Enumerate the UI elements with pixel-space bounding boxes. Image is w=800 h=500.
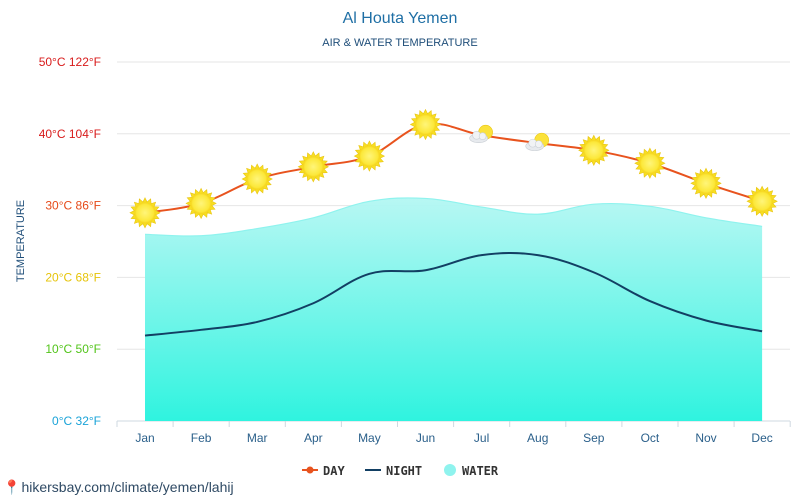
- water-line: [144, 197, 763, 237]
- x-tick-label: Aug: [527, 431, 548, 445]
- sun-disc: [302, 156, 324, 178]
- y-tick-label: 30°C 86°F: [45, 199, 101, 213]
- y-tick-label: 0°C 32°F: [52, 414, 101, 428]
- footer-link[interactable]: 📍hikersbay.com/climate/yemen/lahij: [3, 479, 234, 496]
- sun-disc: [415, 113, 436, 135]
- sun-icon: [241, 163, 273, 195]
- x-tick-label: Dec: [751, 431, 772, 445]
- y-tick-label: 20°C 68°F: [45, 270, 101, 284]
- cloud-puff: [534, 140, 543, 148]
- sun-disc: [358, 145, 380, 167]
- night-series: [144, 251, 763, 337]
- legend-day-marker: [306, 466, 314, 474]
- y-tick-label: 40°C 104°F: [39, 127, 101, 141]
- y-axis-ticks: 0°C 32°F 10°C 50°F 20°C 68°F 30°C 86°F 40°C …: [39, 55, 101, 428]
- legend-water-marker: [444, 464, 456, 476]
- legend-item-night[interactable]: NIGHT: [365, 464, 422, 478]
- y-tick-label: 10°C 50°F: [45, 342, 101, 356]
- x-tick-label: Jun: [416, 431, 435, 445]
- cloud-icon: [469, 124, 493, 144]
- sun-icon: [185, 187, 217, 220]
- sun-icon: [353, 140, 386, 172]
- sun-disc: [695, 172, 717, 194]
- water-series: [144, 197, 763, 421]
- x-tick-label: May: [358, 431, 381, 445]
- x-tick-label: Jul: [474, 431, 489, 445]
- cloud-puff: [478, 132, 487, 141]
- x-tick-label: Apr: [304, 431, 323, 445]
- legend-night-label: NIGHT: [386, 464, 422, 478]
- legend-item-water[interactable]: WATER: [444, 464, 499, 478]
- sun-disc: [751, 190, 773, 212]
- footer-url: hikersbay.com/climate/yemen/lahij: [21, 479, 234, 495]
- water-area: [145, 197, 763, 421]
- sun-icon: [746, 185, 778, 217]
- sun-icon: [409, 108, 442, 141]
- sun-disc: [639, 152, 661, 174]
- legend-item-day[interactable]: DAY: [302, 464, 345, 478]
- map-pin-icon: 📍: [3, 479, 21, 495]
- day-series: [144, 122, 763, 214]
- sun-icon: [578, 134, 610, 166]
- sun-disc: [246, 168, 268, 190]
- x-tick-label: Nov: [695, 431, 716, 445]
- y-axis-label: TEMPERATURE: [15, 200, 27, 282]
- legend-water-label: WATER: [462, 464, 499, 478]
- x-tick-label: Jan: [135, 431, 154, 445]
- sun-icon: [690, 167, 722, 199]
- sun-disc: [190, 192, 212, 214]
- weather-icons: [129, 108, 778, 229]
- day-line: [144, 122, 763, 214]
- sun-icon: [129, 197, 161, 229]
- y-tick-label: 50°C 122°F: [39, 55, 101, 69]
- chart-subtitle: AIR & WATER TEMPERATURE: [322, 37, 477, 49]
- legend-day-label: DAY: [323, 464, 345, 478]
- x-tick-label: Mar: [247, 431, 268, 445]
- x-axis-ticks: Jan Feb Mar Apr May Jun Jul Aug Sep Oct Nov Dec: [135, 431, 772, 445]
- legend: DAY NIGHT WATER: [302, 464, 499, 478]
- sun-disc: [583, 139, 605, 161]
- x-tick-label: Feb: [191, 431, 212, 445]
- night-line: [144, 251, 763, 337]
- sun-disc: [134, 202, 156, 224]
- chart-title: Al Houta Yemen: [343, 10, 458, 27]
- sun-icon: [297, 151, 329, 183]
- cloud-icon: [525, 132, 550, 151]
- x-tick-label: Sep: [583, 431, 605, 445]
- sun-icon: [634, 147, 666, 179]
- x-tick-label: Oct: [641, 431, 660, 445]
